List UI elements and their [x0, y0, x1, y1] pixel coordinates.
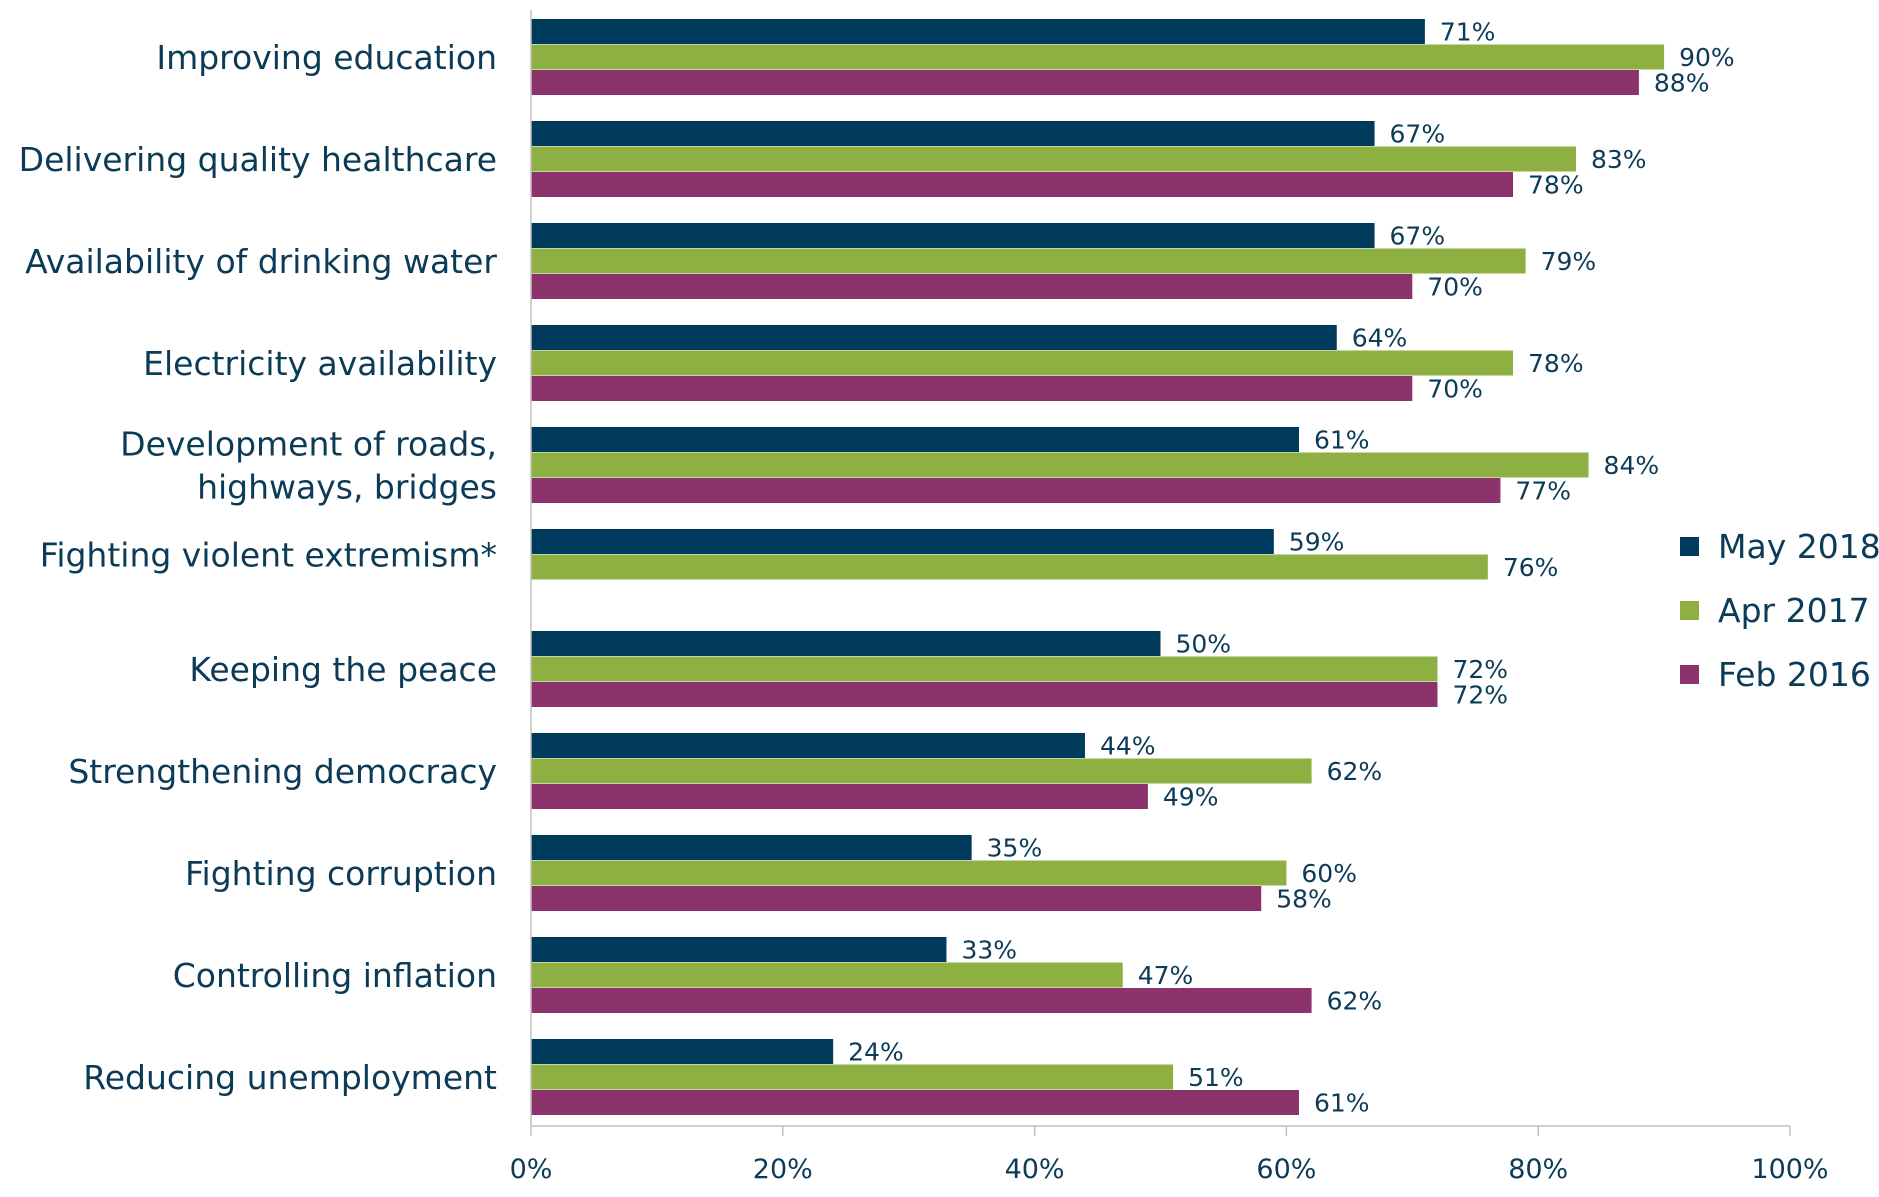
bar-5-series-1 [531, 427, 1299, 452]
value-label-8-series-1: 44% [1100, 732, 1156, 761]
value-label-2-series-1: 67% [1390, 120, 1446, 149]
value-label-5-series-1: 61% [1314, 426, 1370, 455]
value-label-6-series-1: 59% [1289, 528, 1345, 557]
bar-4-series-3 [531, 376, 1413, 401]
value-label-9-series-2: 60% [1301, 859, 1357, 888]
value-label-7-series-3: 72% [1452, 681, 1508, 710]
value-label-1-series-3: 88% [1654, 69, 1710, 98]
bar-7-series-3 [531, 682, 1438, 707]
x-tick-label-6: 100% [1751, 1154, 1828, 1185]
legend-label-2: Apr 2017 [1718, 591, 1870, 630]
bar-9-series-1 [531, 835, 972, 860]
bar-10-series-1 [531, 937, 947, 962]
bar-6-series-2 [531, 554, 1488, 580]
bar-11-series-2 [531, 1064, 1174, 1090]
legend-swatch-1 [1680, 537, 1699, 556]
bar-11-series-3 [531, 1090, 1299, 1115]
bar-4-series-1 [531, 325, 1337, 350]
bar-7-series-1 [531, 631, 1161, 656]
bar-1-series-1 [531, 19, 1425, 44]
bar-3-series-3 [531, 274, 1413, 299]
value-label-5-series-2: 84% [1604, 451, 1660, 480]
bar-8-series-2 [531, 758, 1312, 784]
value-label-11-series-2: 51% [1188, 1063, 1244, 1092]
value-label-4-series-2: 78% [1528, 349, 1584, 378]
value-label-7-series-2: 72% [1452, 655, 1508, 684]
bar-5-series-3 [531, 478, 1501, 503]
category-label-4: Electricity availability [143, 344, 497, 383]
value-label-6-series-2: 76% [1503, 553, 1559, 582]
value-label-2-series-3: 78% [1528, 171, 1584, 200]
legend-swatch-3 [1680, 665, 1699, 684]
value-label-1-series-2: 90% [1679, 43, 1735, 72]
category-label-9: Fighting corruption [185, 854, 497, 893]
category-labels-group: Improving education Delivering quality he… [19, 38, 498, 1097]
x-tick-label-1: 0% [510, 1154, 553, 1185]
bar-8-series-1 [531, 733, 1085, 758]
x-tick-label-3: 40% [1005, 1154, 1065, 1185]
legend: May 2018 Apr 2017 Feb 2016 [1680, 527, 1879, 694]
bars-group [531, 19, 1665, 1115]
bar-2-series-1 [531, 121, 1375, 146]
value-label-3-series-2: 79% [1541, 247, 1597, 276]
bar-9-series-2 [531, 860, 1287, 886]
category-label-10: Controlling inflation [173, 956, 497, 995]
value-label-1-series-1: 71% [1440, 18, 1496, 47]
category-label-11: Reducing unemployment [83, 1058, 497, 1097]
bar-4-series-2 [531, 350, 1514, 376]
x-tick-label-5: 80% [1508, 1154, 1568, 1185]
value-label-3-series-3: 70% [1427, 273, 1483, 302]
bar-8-series-3 [531, 784, 1148, 809]
value-labels-group: 71%90%88%67%83%78%67%79%70%64%78%70%61%8… [848, 18, 1735, 1118]
category-label-6: Fighting violent extremism* [40, 535, 497, 574]
bar-7-series-2 [531, 656, 1438, 682]
bar-5-series-2 [531, 452, 1589, 478]
category-label-5-line-2: highways, bridges [197, 468, 497, 507]
bar-1-series-2 [531, 44, 1665, 70]
bar-2-series-3 [531, 172, 1514, 197]
category-label-2: Delivering quality healthcare [19, 140, 497, 179]
value-label-8-series-2: 62% [1327, 757, 1383, 786]
value-label-10-series-3: 62% [1327, 987, 1383, 1016]
bar-1-series-3 [531, 70, 1639, 95]
value-label-4-series-1: 64% [1352, 324, 1408, 353]
value-label-8-series-3: 49% [1163, 783, 1219, 812]
value-label-9-series-1: 35% [987, 834, 1043, 863]
bar-6-series-1 [531, 529, 1274, 554]
bar-10-series-2 [531, 962, 1123, 988]
value-label-11-series-3: 61% [1314, 1089, 1370, 1118]
bar-2-series-2 [531, 146, 1576, 172]
legend-label-1: May 2018 [1718, 527, 1879, 566]
category-label-5-line-1: Development of roads, [120, 425, 497, 464]
value-label-10-series-2: 47% [1138, 961, 1194, 990]
value-label-4-series-3: 70% [1427, 375, 1483, 404]
bar-11-series-1 [531, 1039, 834, 1064]
bar-3-series-2 [531, 248, 1526, 274]
value-label-7-series-1: 50% [1176, 630, 1232, 659]
legend-swatch-2 [1680, 601, 1699, 620]
category-label-7: Keeping the peace [189, 650, 497, 689]
x-tick-label-2: 20% [753, 1154, 813, 1185]
category-label-1: Improving education [156, 38, 497, 77]
bar-3-series-1 [531, 223, 1375, 248]
bar-10-series-3 [531, 988, 1312, 1013]
bar-9-series-3 [531, 886, 1262, 911]
x-axis: 0% 20% 40% 60% 80% 100% [510, 10, 1829, 1185]
legend-label-3: Feb 2016 [1718, 655, 1871, 694]
value-label-5-series-3: 77% [1515, 477, 1571, 506]
value-label-10-series-1: 33% [961, 936, 1017, 965]
value-label-9-series-3: 58% [1276, 885, 1332, 914]
x-tick-label-4: 60% [1256, 1154, 1316, 1185]
category-label-8: Strengthening democracy [68, 752, 497, 791]
value-label-11-series-1: 24% [848, 1038, 904, 1067]
value-label-3-series-1: 67% [1390, 222, 1446, 251]
category-label-3: Availability of drinking water [25, 242, 497, 281]
value-label-2-series-2: 83% [1591, 145, 1647, 174]
